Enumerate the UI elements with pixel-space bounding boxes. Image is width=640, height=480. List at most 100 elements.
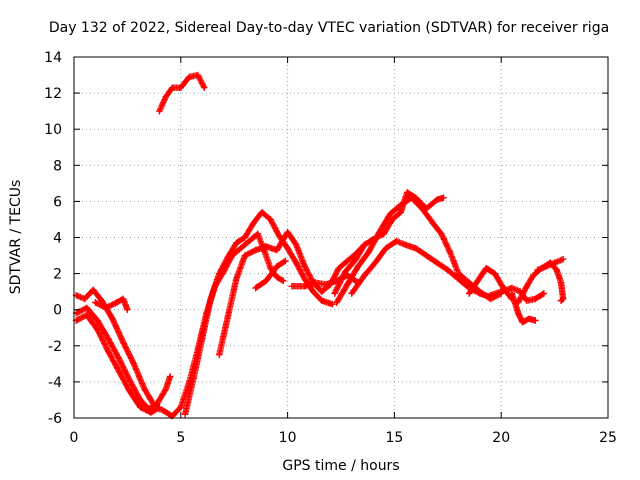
data-point bbox=[156, 403, 163, 411]
data-point bbox=[322, 281, 330, 288]
data-point bbox=[365, 248, 372, 256]
data-point bbox=[241, 234, 249, 241]
data-point bbox=[94, 317, 101, 324]
data-point bbox=[292, 241, 300, 248]
data-point bbox=[532, 317, 539, 324]
data-point bbox=[207, 295, 214, 303]
data-point bbox=[310, 288, 317, 295]
data-point bbox=[216, 351, 223, 359]
y-tick-label: 0 bbox=[53, 303, 62, 319]
x-tick-label: 10 bbox=[279, 430, 297, 446]
data-point bbox=[465, 290, 473, 297]
series-15 bbox=[508, 290, 539, 326]
data-point bbox=[333, 299, 340, 306]
y-tick-label: -4 bbox=[48, 375, 62, 391]
data-point bbox=[318, 288, 325, 295]
grid bbox=[74, 57, 608, 418]
data-point bbox=[273, 246, 281, 254]
data-point bbox=[245, 237, 253, 245]
data-point bbox=[284, 245, 291, 252]
data-point bbox=[444, 266, 451, 274]
data-point bbox=[301, 283, 308, 290]
x-tick-label: 15 bbox=[385, 430, 403, 446]
data-point bbox=[530, 272, 537, 279]
data-point bbox=[523, 297, 531, 304]
series-5 bbox=[156, 71, 208, 115]
data-point bbox=[169, 84, 176, 91]
data-point bbox=[344, 257, 351, 265]
data-point bbox=[342, 268, 349, 275]
data-point bbox=[412, 245, 419, 252]
data-point bbox=[160, 407, 167, 414]
data-point bbox=[90, 286, 97, 294]
data-point bbox=[224, 313, 231, 321]
data-point bbox=[361, 272, 368, 279]
chart-title: Day 132 of 2022, Sidereal Day-to-day VTE… bbox=[49, 20, 609, 36]
data-point bbox=[156, 107, 163, 115]
data-point bbox=[263, 277, 270, 285]
data-point bbox=[301, 275, 308, 283]
data-point bbox=[412, 194, 419, 201]
data-point bbox=[186, 73, 193, 81]
data-point bbox=[241, 252, 249, 259]
data-point bbox=[81, 295, 88, 303]
data-point bbox=[515, 310, 522, 317]
data-point bbox=[124, 306, 131, 313]
data-point bbox=[404, 189, 411, 196]
data-point bbox=[102, 304, 110, 312]
data-point bbox=[109, 315, 116, 322]
data-point bbox=[542, 263, 550, 270]
y-tick-label: 12 bbox=[44, 86, 62, 102]
data-point bbox=[329, 301, 336, 308]
data-point bbox=[380, 230, 387, 238]
data-point bbox=[190, 375, 197, 382]
data-point bbox=[344, 281, 351, 288]
data-point bbox=[181, 411, 189, 418]
data-point bbox=[162, 385, 170, 393]
y-tick-label: 8 bbox=[53, 158, 62, 174]
data-point bbox=[254, 230, 261, 238]
series-11 bbox=[331, 189, 447, 297]
data-series bbox=[72, 71, 567, 420]
series-marker-path bbox=[72, 304, 174, 413]
data-point bbox=[194, 71, 202, 79]
data-point bbox=[104, 335, 112, 342]
data-point bbox=[162, 93, 170, 100]
data-point bbox=[455, 275, 462, 283]
data-point bbox=[258, 209, 266, 216]
data-point bbox=[119, 338, 127, 346]
data-point bbox=[515, 299, 522, 306]
data-point bbox=[292, 259, 300, 266]
data-point bbox=[147, 409, 155, 416]
series-3 bbox=[72, 311, 163, 416]
data-point bbox=[115, 355, 123, 362]
data-point bbox=[371, 259, 379, 266]
data-point bbox=[288, 283, 296, 290]
data-point bbox=[397, 209, 405, 216]
data-point bbox=[177, 403, 184, 411]
data-point bbox=[280, 277, 287, 285]
data-point bbox=[476, 290, 484, 297]
data-point bbox=[301, 263, 308, 270]
data-point bbox=[389, 216, 396, 223]
data-point bbox=[551, 259, 558, 266]
data-point bbox=[487, 292, 494, 299]
data-point bbox=[273, 263, 281, 270]
data-point bbox=[119, 295, 127, 303]
data-point bbox=[433, 196, 441, 203]
data-point bbox=[312, 279, 319, 286]
data-point bbox=[519, 319, 526, 326]
data-point bbox=[440, 194, 447, 201]
series-17 bbox=[534, 255, 567, 274]
series-8 bbox=[252, 257, 289, 292]
data-point bbox=[361, 241, 368, 248]
data-point bbox=[354, 263, 362, 270]
data-point bbox=[559, 255, 567, 263]
data-point bbox=[237, 245, 244, 252]
data-point bbox=[429, 219, 437, 227]
data-point bbox=[113, 299, 120, 306]
data-point bbox=[267, 264, 274, 272]
data-point bbox=[553, 266, 560, 274]
data-point bbox=[94, 326, 101, 333]
